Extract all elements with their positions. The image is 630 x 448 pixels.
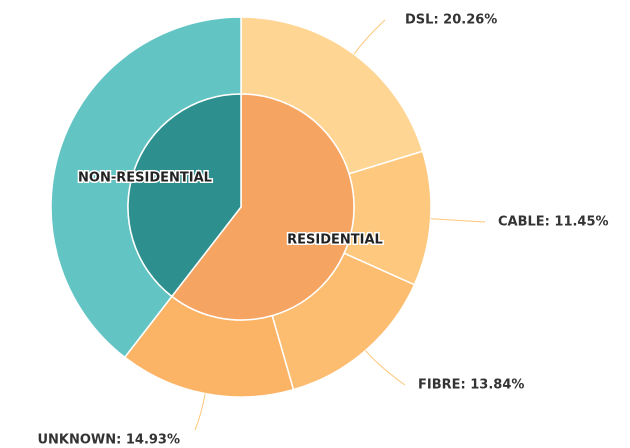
outer-label: CABLE: 11.45% [498,215,609,230]
inner-label: RESIDENTIAL [287,233,383,248]
leader-line [194,393,206,431]
leader-line [430,218,486,223]
outer-label: UNKNOWN: 14.93% [37,433,180,448]
inner-slice [170,93,355,321]
leader-line [365,350,406,386]
inner-slice [127,93,242,298]
inner-label: NON-RESIDENTIAL [78,171,212,186]
leader-line [353,19,386,55]
outer-label: FIBRE: 13.84% [418,378,524,393]
outer-label: DSL: 20.26% [405,13,497,28]
